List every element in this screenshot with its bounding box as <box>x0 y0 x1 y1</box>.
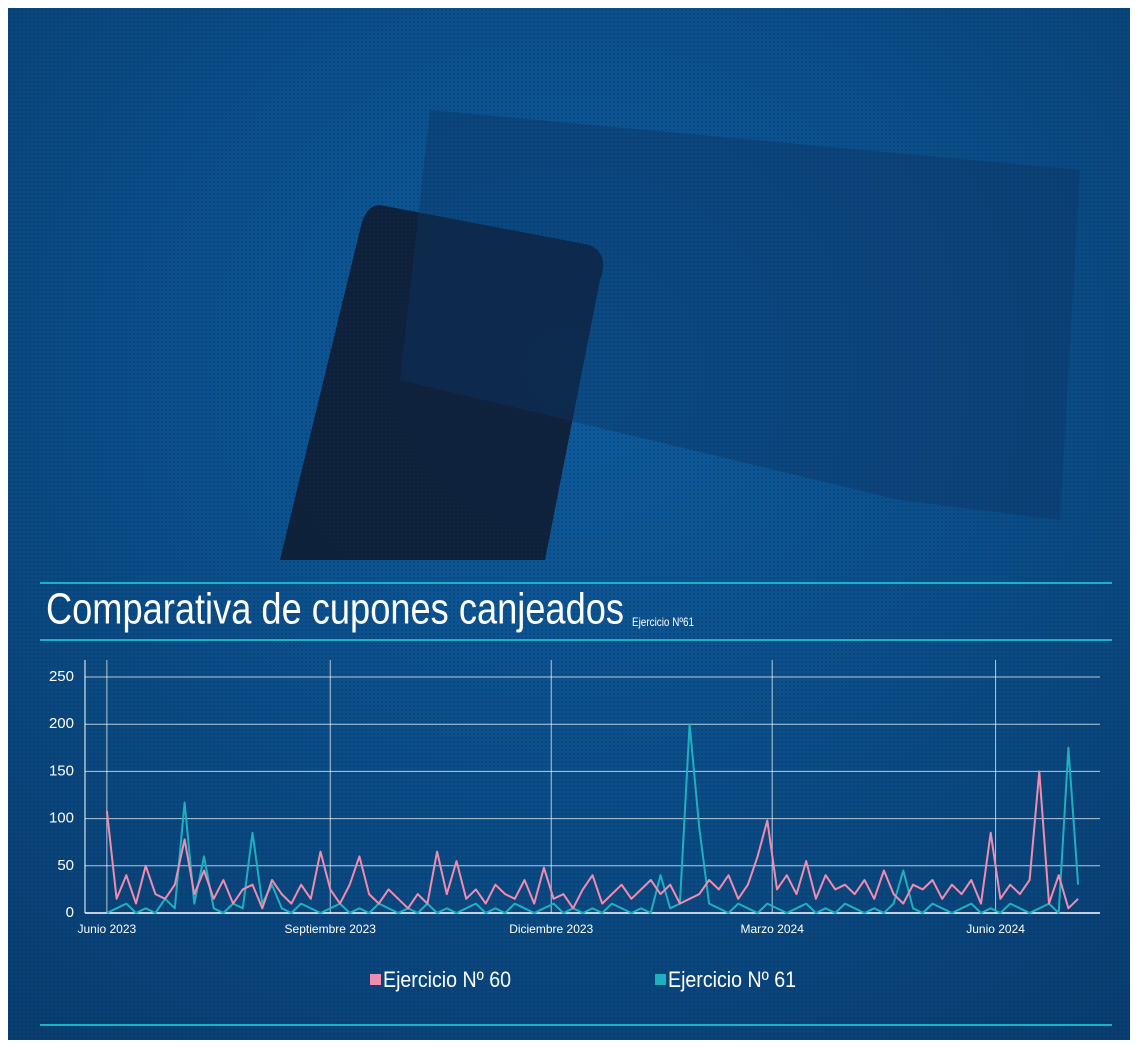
x-tick-label: Septiembre 2023 <box>285 922 377 936</box>
x-tick-label: Marzo 2024 <box>741 922 805 936</box>
chart-title: Comparativa de cupones canjeados <box>46 585 624 634</box>
halftone <box>8 8 1130 1040</box>
x-tick-label: Diciembre 2023 <box>509 922 593 936</box>
series-line <box>105 770 1079 910</box>
legend-label: Ejercicio Nº 60 <box>383 967 511 992</box>
y-tick-label: 200 <box>49 715 74 732</box>
y-tick-label: 0 <box>66 904 74 921</box>
legend-label: Ejercicio Nº 61 <box>668 967 796 992</box>
y-tick-label: 250 <box>49 668 74 685</box>
x-tick-label: Junio 2023 <box>77 922 136 936</box>
y-tick-label: 100 <box>49 810 74 827</box>
x-tick-label: Junio 2024 <box>966 922 1025 936</box>
chart-subtitle: Ejercicio Nº61 <box>632 615 694 629</box>
legend-swatch <box>655 974 666 985</box>
legend-swatch <box>370 974 381 985</box>
y-tick-label: 50 <box>57 857 74 874</box>
y-tick-label: 150 <box>49 762 74 779</box>
